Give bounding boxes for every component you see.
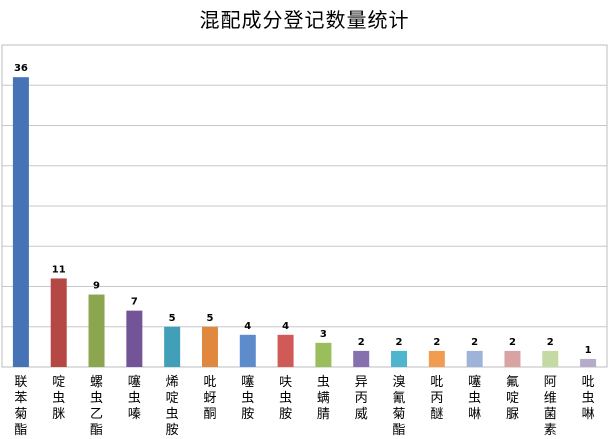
bar-6 <box>201 326 218 367</box>
bar-8 <box>277 334 294 367</box>
bar-10 <box>353 350 370 367</box>
category-label-10: 异丙威 <box>355 375 368 422</box>
category-label-2: 啶虫脒 <box>52 375 65 422</box>
data-label-14: 2 <box>509 337 516 348</box>
bar-1 <box>12 77 29 367</box>
category-label-12: 吡丙醚 <box>430 375 443 422</box>
category-label-5: 烯啶虫胺 <box>166 375 179 438</box>
category-label-14: 氟啶脲 <box>506 375 519 422</box>
data-label-7: 4 <box>244 321 251 332</box>
category-label-15: 阿维菌素 <box>544 375 557 438</box>
bar-11 <box>391 350 408 367</box>
data-label-10: 2 <box>358 337 365 348</box>
category-label-4: 噻虫嗪 <box>128 374 141 422</box>
category-label-11: 溴氰菊酯 <box>393 375 406 438</box>
category-label-8: 呋虫胺 <box>279 375 292 422</box>
data-label-1: 36 <box>14 63 28 74</box>
bar-4 <box>126 310 143 367</box>
chart-title: 混配成分登记数量统计 <box>199 8 410 32</box>
category-label-7: 噻虫胺 <box>241 374 254 422</box>
bar-7 <box>239 334 256 367</box>
data-label-15: 2 <box>547 337 554 348</box>
bar-3 <box>88 294 105 367</box>
bar-16 <box>580 358 597 367</box>
category-label-1: 联苯菊酯 <box>14 375 27 438</box>
data-label-3: 9 <box>93 281 100 292</box>
bar-5 <box>164 326 181 367</box>
category-label-13: 噻虫啉 <box>468 374 481 422</box>
data-label-13: 2 <box>471 337 478 348</box>
bar-14 <box>504 350 521 367</box>
data-label-11: 2 <box>396 337 403 348</box>
category-label-16: 吡虫啉 <box>582 375 595 422</box>
data-label-4: 7 <box>131 297 138 308</box>
category-label-3: 螺虫乙酯 <box>90 375 103 438</box>
category-labels-layer: 联苯菊酯 啶虫脒 螺虫乙酯 噻虫嗪 烯啶虫胺 吡蚜酮 噻虫胺 呋虫胺 虫螨腈 异丙威 溴氰菊酯 吡丙醚… <box>14 374 594 438</box>
labels-layer: 36 11 9 7 5 5 4 4 3 2 2 2 2 2 2 1 <box>14 63 592 356</box>
bar-2 <box>50 278 67 367</box>
category-label-9: 虫螨腈 <box>317 375 330 422</box>
data-label-6: 5 <box>206 313 213 324</box>
data-label-9: 3 <box>320 329 327 340</box>
category-label-6: 吡蚜酮 <box>203 375 216 422</box>
bar-15 <box>542 350 559 367</box>
data-label-2: 11 <box>52 264 66 275</box>
bars-layer <box>12 77 597 367</box>
data-label-5: 5 <box>169 313 176 324</box>
data-label-16: 1 <box>585 345 592 356</box>
bar-13 <box>466 350 483 367</box>
data-label-8: 4 <box>282 321 289 332</box>
bar-12 <box>428 350 445 367</box>
data-label-12: 2 <box>433 337 440 348</box>
bar-9 <box>315 342 332 367</box>
